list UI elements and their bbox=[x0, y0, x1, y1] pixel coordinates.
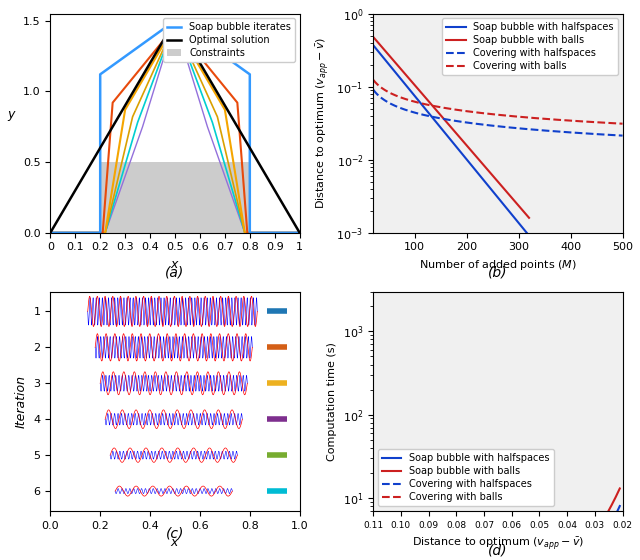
Covering with balls bbox=[528, 114, 536, 121]
Soap bubble with halfspaces bbox=[379, 54, 387, 60]
Covering with halfspaces bbox=[528, 126, 536, 133]
Soap bubble with halfspaces bbox=[504, 206, 511, 213]
Covering with halfspaces bbox=[584, 130, 592, 137]
Covering with halfspaces bbox=[521, 125, 529, 132]
Text: (b): (b) bbox=[488, 265, 508, 279]
Soap bubble with balls bbox=[369, 34, 377, 40]
Covering with balls bbox=[559, 116, 566, 123]
Soap bubble with balls bbox=[464, 143, 472, 150]
X-axis label: $x$: $x$ bbox=[170, 258, 180, 271]
Covering with halfspaces bbox=[514, 125, 522, 132]
Covering with balls bbox=[385, 88, 392, 95]
Soap bubble with halfspaces bbox=[369, 42, 377, 49]
Legend: Soap bubble with halfspaces, Soap bubble with balls, Covering with halfspaces, C: Soap bubble with halfspaces, Soap bubble… bbox=[378, 450, 554, 506]
Soap bubble with balls bbox=[504, 189, 511, 196]
Soap bubble with balls bbox=[460, 139, 468, 146]
Line: Covering with balls: Covering with balls bbox=[373, 80, 623, 124]
Line: Soap bubble with balls: Soap bubble with balls bbox=[373, 37, 529, 218]
X-axis label: Number of added points $(M)$: Number of added points $(M)$ bbox=[419, 258, 577, 272]
Covering with halfspaces bbox=[619, 132, 627, 139]
Line: Soap bubble with balls: Soap bubble with balls bbox=[376, 488, 620, 560]
Y-axis label: Iteration: Iteration bbox=[15, 375, 28, 428]
Y-axis label: Computation time (s): Computation time (s) bbox=[328, 342, 337, 461]
Covering with balls bbox=[521, 114, 529, 120]
Bar bbox=[100, 162, 250, 233]
Line: Soap bubble with halfspaces: Soap bubble with halfspaces bbox=[373, 45, 529, 236]
Covering with balls bbox=[369, 76, 377, 83]
Soap bubble with halfspaces bbox=[616, 503, 623, 510]
X-axis label: Distance to optimum $(v_{app} - \bar{v})$: Distance to optimum $(v_{app} - \bar{v})… bbox=[412, 535, 584, 552]
Line: Soap bubble with halfspaces: Soap bubble with halfspaces bbox=[376, 506, 620, 560]
Soap bubble with halfspaces bbox=[460, 152, 468, 159]
Covering with halfspaces bbox=[385, 99, 392, 106]
Text: (d): (d) bbox=[488, 544, 508, 558]
Legend: Soap bubble iterates, Optimal solution, Constraints: Soap bubble iterates, Optimal solution, … bbox=[163, 18, 295, 62]
Soap bubble with balls bbox=[525, 214, 533, 221]
Covering with halfspaces bbox=[369, 86, 377, 93]
Y-axis label: $y$: $y$ bbox=[7, 109, 17, 123]
Y-axis label: Distance to optimum $(v_{app} - \bar{v})$: Distance to optimum $(v_{app} - \bar{v})… bbox=[314, 37, 331, 209]
Soap bubble with balls bbox=[468, 149, 476, 156]
Soap bubble with halfspaces bbox=[525, 232, 533, 239]
Soap bubble with halfspaces bbox=[464, 157, 472, 164]
Soap bubble with balls bbox=[379, 45, 387, 52]
Text: (a): (a) bbox=[165, 265, 184, 279]
Line: Covering with halfspaces: Covering with halfspaces bbox=[373, 90, 623, 136]
Soap bubble with balls bbox=[616, 485, 623, 492]
Covering with balls bbox=[619, 120, 627, 127]
X-axis label: $x$: $x$ bbox=[170, 536, 180, 549]
Soap bubble with halfspaces bbox=[468, 163, 476, 170]
Covering with halfspaces bbox=[559, 128, 566, 135]
Soap bubble with balls bbox=[573, 556, 580, 560]
Soap bubble with balls bbox=[488, 171, 495, 178]
Legend: Soap bubble with halfspaces, Soap bubble with balls, Covering with halfspaces, C: Soap bubble with halfspaces, Soap bubble… bbox=[442, 18, 618, 75]
Soap bubble with halfspaces bbox=[488, 186, 495, 193]
Covering with balls bbox=[514, 113, 522, 120]
Text: (c): (c) bbox=[166, 526, 184, 540]
Covering with balls bbox=[584, 118, 592, 125]
